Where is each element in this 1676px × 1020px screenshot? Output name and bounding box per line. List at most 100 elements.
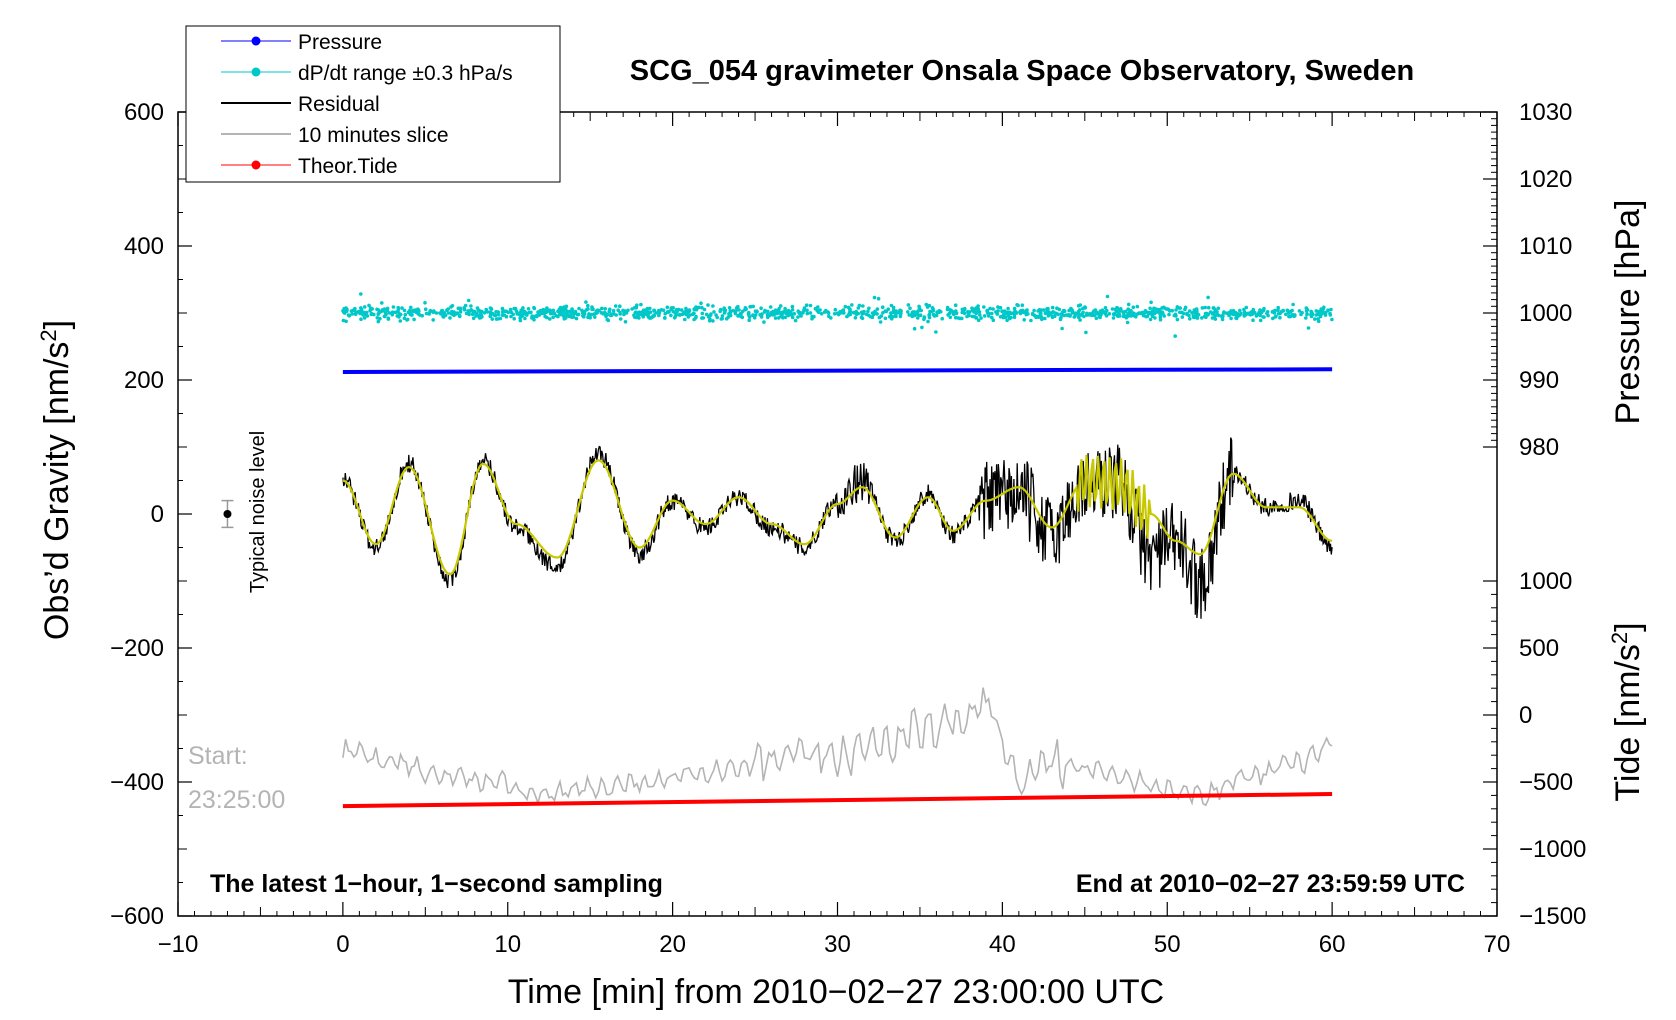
dpdt-point [1006,306,1010,311]
dpdt-point [810,316,814,321]
dpdt-point [976,318,981,323]
x-tick-label: −10 [158,931,199,958]
dpdt-point [990,311,994,316]
dpdt-point [990,315,994,320]
y-axis-title-tide: Tide [nm/s2] [1607,622,1648,801]
dpdt-point [972,307,977,312]
dpdt-point [866,309,870,314]
dpdt-point [796,315,800,319]
dpdt-point [709,312,713,316]
dpdt-point [512,306,516,311]
dpdt-point [1042,308,1046,312]
dpdt-point [466,298,471,303]
dpdt-point [1190,311,1194,315]
dpdt-point [344,309,349,313]
dpdt-point [1258,318,1263,323]
dpdt-point [466,311,471,315]
dpdt-point [450,304,455,308]
dpdt-point [948,315,953,320]
dpdt-point [1195,316,1200,320]
dpdt-point [1208,310,1213,314]
dpdt-point [442,311,447,315]
dpdt-point [926,319,930,324]
dpdt-point [1221,311,1226,315]
y-tick-label-tide: −500 [1519,769,1573,796]
dpdt-point [1050,305,1055,310]
dpdt-point [1220,317,1225,322]
dpdt-point [982,305,986,309]
dpdt-point [1124,314,1128,319]
dpdt-point [665,305,670,310]
dpdt-point [403,312,408,317]
dpdt-point [759,306,763,311]
dpdt-point [368,306,373,310]
dpdt-point [704,312,709,317]
dpdt-point [1022,318,1026,322]
dpdt-point [692,307,697,312]
dpdt-point [377,311,381,315]
dpdt-point [1216,313,1221,318]
dpdt-point [1043,316,1047,321]
dpdt-point [968,310,972,314]
y-tick-label-tide: 500 [1519,635,1559,662]
dpdt-point [611,308,616,313]
dpdt-point [362,305,367,309]
y-axis-title-left: Obs’d Gravity [nm/s2] [36,320,77,640]
dpdt-point [469,304,473,308]
dpdt-point [1239,311,1243,316]
dpdt-point [1248,313,1253,317]
dpdt-point [582,311,587,316]
x-tick-label: 70 [1484,931,1511,958]
dpdt-point [1306,326,1311,330]
dpdt-point [1058,316,1063,321]
dpdt-point [1216,306,1221,311]
dpdt-point [1121,311,1126,316]
dpdt-point [792,312,797,316]
dpdt-point [883,309,888,313]
noise-level-label: Typical noise level [247,431,269,593]
dpdt-point [523,316,527,321]
dpdt-point [1178,310,1182,315]
x-tick-label: 0 [336,931,349,958]
dpdt-point [545,315,549,320]
dpdt-point [979,316,983,320]
chart-title: SCG_054 gravimeter Onsala Space Observat… [630,55,1414,87]
dpdt-point [1130,311,1135,315]
dpdt-point [1093,308,1098,312]
dpdt-point [927,303,932,308]
dpdt-point [804,303,809,308]
dpdt-point [393,310,398,315]
dpdt-point [607,309,611,314]
dpdt-point [558,307,563,312]
dpdt-point [747,318,751,323]
dpdt-point [1002,309,1007,313]
dpdt-point [462,306,467,310]
dpdt-point [870,315,875,320]
dpdt-point [848,309,853,314]
dpdt-point [978,313,982,317]
dpdt-point [1305,312,1309,317]
dpdt-point [938,310,943,314]
dpdt-point [1316,312,1320,317]
dpdt-point [1279,309,1284,314]
dpdt-point [1242,310,1247,314]
dpdt-point [672,316,677,320]
dpdt-point [1090,313,1094,318]
dpdt-point [862,309,866,314]
dpdt-point [1110,307,1115,311]
dpdt-point [448,316,452,320]
dpdt-point [618,312,622,316]
dpdt-point [1174,308,1178,312]
dpdt-point [711,319,715,323]
dpdt-point [819,312,824,316]
dpdt-point [816,310,821,315]
x-tick-label: 50 [1154,931,1181,958]
dpdt-point [960,310,964,315]
dpdt-point [1148,317,1153,322]
dpdt-point [1012,306,1017,311]
dpdt-point [875,312,879,316]
dpdt-point [918,313,923,318]
dpdt-point [996,305,1000,309]
dpdt-point [1229,309,1233,313]
dpdt-point [947,311,952,316]
